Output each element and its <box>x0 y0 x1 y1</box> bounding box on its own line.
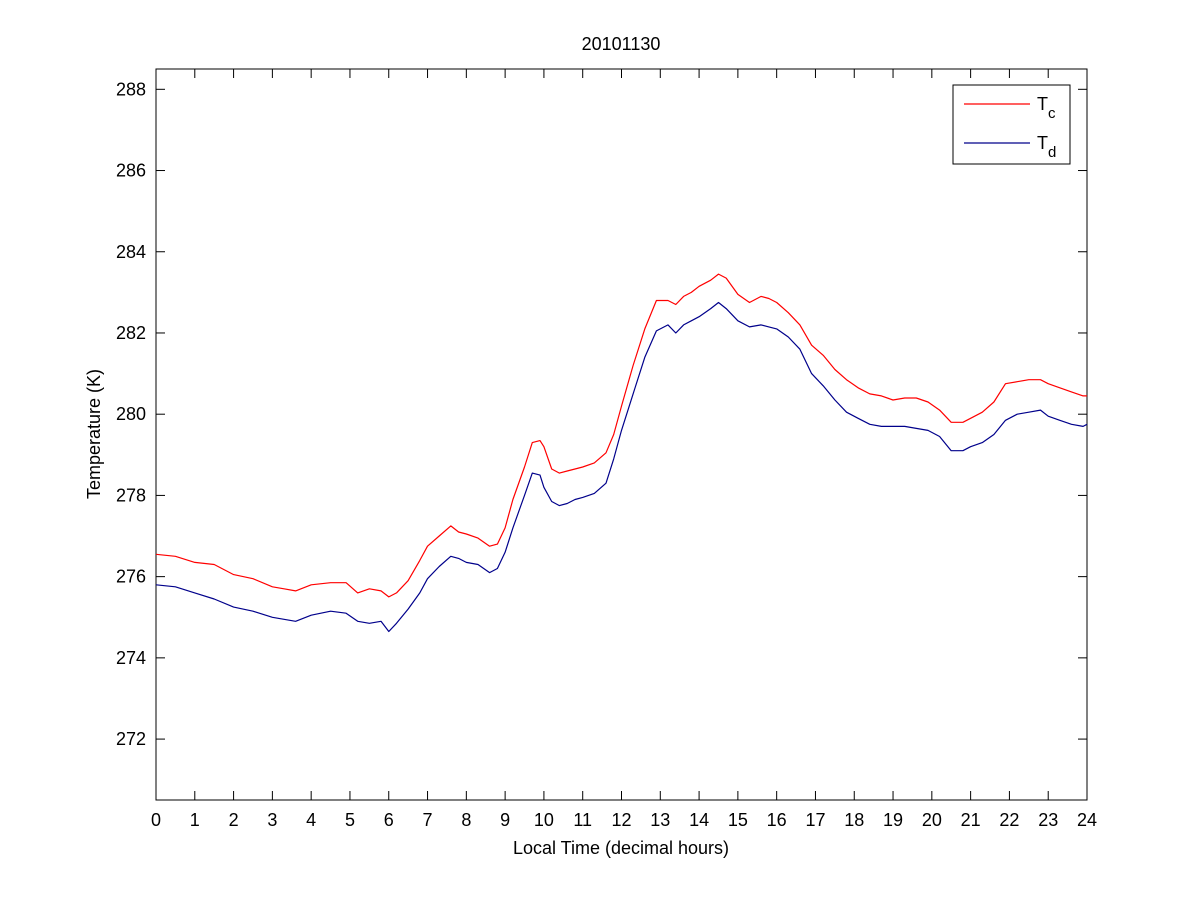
x-tick-label: 16 <box>767 810 787 830</box>
x-tick-label: 23 <box>1038 810 1058 830</box>
y-tick-label: 280 <box>116 404 146 424</box>
legend-label-t-d: Td <box>1037 133 1056 161</box>
x-tick-label: 9 <box>500 810 510 830</box>
legend: Tc Td <box>952 84 1071 165</box>
x-tick-label: 12 <box>611 810 631 830</box>
x-tick-label: 0 <box>151 810 161 830</box>
y-tick-label: 286 <box>116 161 146 181</box>
x-tick-label: 18 <box>844 810 864 830</box>
x-tick-label: 13 <box>650 810 670 830</box>
legend-label-t-c: Tc <box>1037 94 1056 122</box>
y-axis-label: Temperature (K) <box>84 369 104 499</box>
y-tick-label: 276 <box>116 567 146 587</box>
chart-title: 20101130 <box>582 34 661 54</box>
x-tick-label: 6 <box>384 810 394 830</box>
x-tick-label: 24 <box>1077 810 1097 830</box>
x-tick-labels: 0 1 2 3 4 5 6 7 8 9 10 11 12 13 14 15 16 17 18 19 20 21 22 23 24 <box>151 810 1097 830</box>
x-tick-label: 20 <box>922 810 942 830</box>
y-tick-label: 288 <box>116 79 146 99</box>
x-tick-label: 5 <box>345 810 355 830</box>
x-tick-label: 17 <box>805 810 825 830</box>
x-axis-label: Local Time (decimal hours) <box>513 838 729 858</box>
x-tick-label: 3 <box>267 810 277 830</box>
y-tick-label: 282 <box>116 323 146 343</box>
legend-box <box>952 84 1071 165</box>
y-tick-label: 272 <box>116 729 146 749</box>
x-tick-label: 11 <box>573 810 592 830</box>
x-tick-label: 22 <box>999 810 1019 830</box>
x-tick-label: 1 <box>190 810 200 830</box>
x-tick-label: 10 <box>534 810 554 830</box>
y-tick-label: 278 <box>116 485 146 505</box>
x-tick-label: 21 <box>961 810 981 830</box>
x-tick-label: 14 <box>689 810 709 830</box>
x-tick-label: 2 <box>229 810 239 830</box>
plot-area <box>155 68 1088 801</box>
series-line-t-d <box>155 301 1088 633</box>
y-tick-labels: 272 274 276 278 280 282 284 286 288 <box>116 79 146 749</box>
x-tick-label: 4 <box>306 810 316 830</box>
series-lines <box>155 273 1088 633</box>
x-tick-label: 15 <box>728 810 748 830</box>
y-tick-label: 274 <box>116 648 146 668</box>
x-tick-label: 7 <box>423 810 433 830</box>
y-tick-label: 284 <box>116 242 146 262</box>
x-tick-label: 8 <box>461 810 471 830</box>
series-line-t-c <box>155 273 1087 598</box>
x-tick-label: 19 <box>883 810 903 830</box>
axis-ticks <box>155 69 1088 800</box>
